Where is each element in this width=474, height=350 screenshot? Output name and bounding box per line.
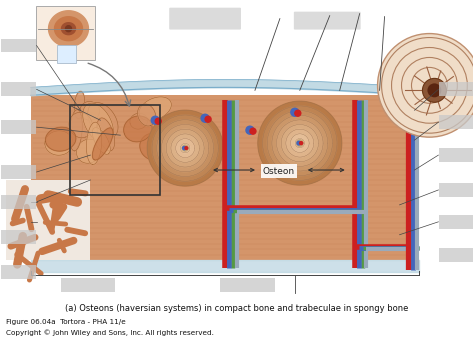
Polygon shape bbox=[83, 103, 113, 143]
Circle shape bbox=[201, 114, 209, 122]
Circle shape bbox=[291, 108, 299, 116]
Polygon shape bbox=[171, 134, 200, 162]
Circle shape bbox=[300, 142, 303, 145]
Circle shape bbox=[205, 116, 211, 122]
Polygon shape bbox=[76, 139, 100, 163]
Bar bbox=[439, 215, 474, 229]
Circle shape bbox=[422, 78, 447, 102]
Bar bbox=[0, 230, 36, 244]
Text: Figure 06.04a  Tortora - PHA 11/e: Figure 06.04a Tortora - PHA 11/e bbox=[6, 320, 126, 326]
Polygon shape bbox=[130, 113, 147, 129]
Polygon shape bbox=[92, 128, 110, 154]
Polygon shape bbox=[137, 104, 155, 126]
Bar bbox=[0, 38, 36, 52]
Bar bbox=[439, 248, 474, 262]
Text: (a) Osteons (haversian systems) in compact bone and trabeculae in spongy bone: (a) Osteons (haversian systems) in compa… bbox=[65, 304, 409, 314]
Bar bbox=[0, 82, 36, 96]
Circle shape bbox=[250, 128, 256, 134]
Circle shape bbox=[182, 145, 188, 151]
Bar bbox=[0, 120, 36, 134]
Text: Osteon: Osteon bbox=[263, 167, 295, 175]
Bar bbox=[36, 6, 95, 61]
FancyBboxPatch shape bbox=[169, 8, 241, 30]
Polygon shape bbox=[92, 128, 113, 160]
Polygon shape bbox=[181, 144, 190, 153]
Polygon shape bbox=[124, 116, 152, 142]
Polygon shape bbox=[97, 118, 115, 151]
Polygon shape bbox=[157, 120, 214, 176]
Polygon shape bbox=[176, 139, 195, 158]
Bar bbox=[0, 265, 36, 279]
Polygon shape bbox=[69, 112, 92, 138]
Polygon shape bbox=[267, 111, 332, 176]
Bar bbox=[56, 45, 76, 63]
Circle shape bbox=[296, 140, 303, 146]
Bar bbox=[0, 165, 36, 179]
Circle shape bbox=[155, 118, 161, 124]
Bar bbox=[6, 180, 91, 260]
Polygon shape bbox=[281, 125, 319, 162]
Circle shape bbox=[185, 147, 188, 149]
Polygon shape bbox=[62, 23, 75, 35]
Circle shape bbox=[297, 141, 301, 145]
Polygon shape bbox=[286, 129, 314, 157]
Bar bbox=[439, 115, 474, 129]
Polygon shape bbox=[162, 125, 209, 172]
Circle shape bbox=[246, 126, 254, 134]
Circle shape bbox=[378, 34, 474, 137]
Polygon shape bbox=[272, 115, 328, 171]
Polygon shape bbox=[46, 127, 76, 151]
Polygon shape bbox=[69, 110, 82, 151]
Bar bbox=[71, 105, 160, 195]
Text: Copyright © John Wiley and Sons, Inc. All rights reserved.: Copyright © John Wiley and Sons, Inc. Al… bbox=[6, 329, 214, 336]
Bar bbox=[61, 278, 115, 292]
Polygon shape bbox=[86, 122, 102, 164]
Bar bbox=[31, 95, 419, 260]
Polygon shape bbox=[48, 11, 89, 47]
Circle shape bbox=[295, 110, 301, 116]
Bar bbox=[439, 82, 474, 96]
Polygon shape bbox=[152, 115, 219, 181]
Bar bbox=[439, 148, 474, 162]
FancyBboxPatch shape bbox=[294, 12, 361, 30]
Polygon shape bbox=[140, 133, 169, 160]
Polygon shape bbox=[276, 120, 323, 166]
Polygon shape bbox=[80, 102, 100, 120]
Bar bbox=[220, 278, 275, 292]
Polygon shape bbox=[295, 139, 304, 148]
Polygon shape bbox=[258, 101, 342, 185]
Polygon shape bbox=[263, 106, 337, 180]
Bar bbox=[0, 195, 36, 209]
Circle shape bbox=[182, 146, 186, 150]
Polygon shape bbox=[166, 129, 204, 167]
Polygon shape bbox=[291, 134, 309, 152]
Polygon shape bbox=[74, 91, 85, 119]
Bar bbox=[439, 183, 474, 197]
Circle shape bbox=[428, 83, 441, 97]
Polygon shape bbox=[65, 26, 72, 31]
Polygon shape bbox=[139, 97, 171, 120]
Polygon shape bbox=[147, 110, 223, 186]
Circle shape bbox=[151, 116, 159, 124]
Polygon shape bbox=[45, 131, 73, 155]
Polygon shape bbox=[55, 17, 82, 41]
Polygon shape bbox=[88, 103, 118, 138]
